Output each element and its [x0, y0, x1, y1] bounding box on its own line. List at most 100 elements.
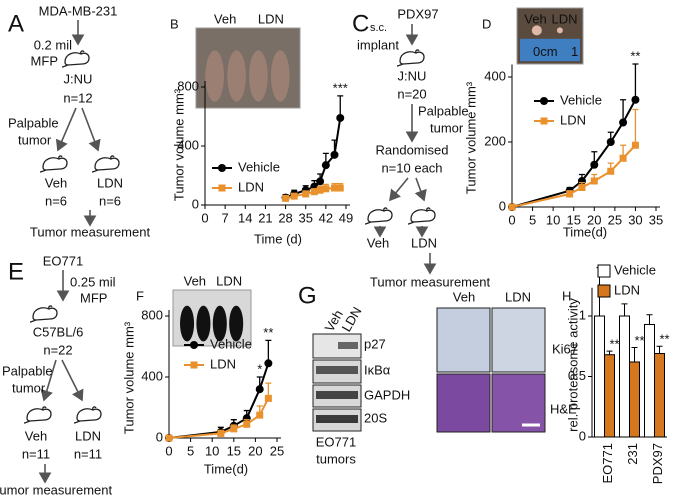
- histology-image: [491, 307, 546, 373]
- x-tick-label: 42: [319, 210, 333, 225]
- step-text: n=11: [22, 446, 50, 461]
- x-tick-label: 10: [546, 212, 560, 227]
- tumor: [531, 25, 542, 36]
- legend-marker: [218, 184, 226, 192]
- error-bar: [632, 63, 639, 100]
- step-text: MFP: [31, 53, 58, 68]
- legend-label: Vehicle: [238, 159, 280, 174]
- series-line: [168, 362, 270, 439]
- step-text: LDN: [411, 235, 437, 250]
- x-tick-label: 10: [205, 443, 219, 458]
- y-tick-label: 0: [499, 198, 506, 213]
- protein-label: 20S: [364, 410, 387, 425]
- row-label: H&E: [550, 401, 577, 416]
- marker: [316, 186, 324, 194]
- bar: [604, 354, 615, 438]
- y-tick-label: 400: [177, 137, 199, 152]
- step-text: 0.25 mil: [70, 274, 116, 289]
- arrow: [61, 359, 84, 402]
- arrow: [414, 177, 427, 202]
- significance: **: [630, 48, 640, 63]
- photo-label: LDN: [552, 11, 578, 26]
- marker: [590, 160, 599, 169]
- histology-image: [436, 307, 491, 373]
- marker: [330, 184, 338, 192]
- error-bar: [631, 346, 638, 362]
- series-line: [511, 144, 637, 208]
- x-tick-label: 231: [625, 443, 640, 465]
- x-tick-label: 25: [608, 212, 622, 227]
- step-text: MFP: [80, 290, 107, 305]
- x-tick-label: 15: [227, 443, 241, 458]
- step-text: PDX97: [397, 6, 438, 21]
- marker: [310, 188, 318, 196]
- mouse-icon: [397, 49, 425, 67]
- y-tick-label: 800: [177, 78, 199, 93]
- x-tick-label: 14: [238, 210, 252, 225]
- bar: [654, 353, 665, 438]
- tumor: [556, 27, 563, 34]
- bar: [619, 315, 630, 438]
- marker: [256, 411, 264, 419]
- panel-a: A MDA-MB-231 0.2 mil MFP J:NU n=12 Palpa…: [8, 3, 150, 239]
- significance: **: [634, 333, 644, 348]
- significance: **: [263, 325, 273, 340]
- x-tick-label: 5: [529, 212, 536, 227]
- caption: EO771: [316, 434, 356, 449]
- panel-c: C s.c. PDX97 implant J:NU n=20 Palpable …: [352, 6, 490, 289]
- x-tick-label: 35: [649, 212, 663, 227]
- column-label: Veh: [453, 289, 475, 304]
- arrow: [81, 107, 101, 152]
- marker: [336, 184, 344, 192]
- panel-label: C: [352, 10, 369, 37]
- photo-label: Veh: [214, 11, 236, 26]
- step-text: s.c.: [370, 22, 387, 34]
- panel-e: E EO771 0.25 mil MFP C57BL/6 n=22 Palpab…: [0, 253, 116, 497]
- legend-marker: [540, 97, 548, 105]
- mouse-photo: [180, 305, 195, 342]
- column-label: LDN: [505, 289, 531, 304]
- step-text: Palpable: [2, 363, 53, 378]
- panel-label: B: [170, 16, 179, 31]
- bar: [629, 361, 640, 438]
- marker: [508, 203, 516, 211]
- caption: tumors: [316, 451, 356, 466]
- panel-label: G: [298, 282, 317, 309]
- legend-swatch: [597, 284, 611, 298]
- y-axis-label: rel. proteasome activity: [565, 298, 580, 432]
- panel-label: D: [482, 16, 491, 31]
- step-text: 0.2 mil: [34, 37, 72, 52]
- marker: [264, 394, 272, 402]
- y-tick-label: 1: [579, 307, 586, 322]
- step-text: Tumor measurement: [30, 224, 151, 239]
- x-tick-label: 25: [270, 443, 284, 458]
- legend-label: LDN: [614, 282, 640, 297]
- x-axis-label: Time(d): [204, 461, 248, 476]
- panel-label: F: [136, 288, 144, 303]
- photo-label: Veh: [184, 273, 206, 288]
- y-tick-label: 200: [484, 133, 506, 148]
- legend-marker: [190, 341, 198, 349]
- significance: **: [659, 332, 669, 347]
- error-bar: [646, 314, 653, 325]
- x-tick-label: 0: [165, 443, 172, 458]
- protein-label: GAPDH: [364, 387, 410, 402]
- y-axis-label: Tumor volume mm³: [121, 321, 136, 434]
- legend-label: LDN: [560, 112, 586, 127]
- marker: [590, 177, 598, 185]
- bar: [594, 315, 605, 438]
- band: [338, 342, 358, 349]
- mouse-photo: [196, 305, 211, 342]
- marker: [255, 385, 264, 394]
- legend-label: LDN: [210, 356, 236, 371]
- panel-label: A: [8, 10, 24, 37]
- y-tick-label: 0: [156, 429, 163, 444]
- step-text: n=11: [74, 446, 102, 461]
- mouse-icon: [74, 406, 102, 424]
- legend-label: Vehicle: [614, 262, 656, 277]
- x-tick-label: 35: [298, 210, 312, 225]
- x-tick-label: 0: [508, 212, 515, 227]
- step-text: implant: [357, 37, 399, 52]
- marker: [321, 161, 330, 170]
- step-text: J:NU: [398, 68, 427, 83]
